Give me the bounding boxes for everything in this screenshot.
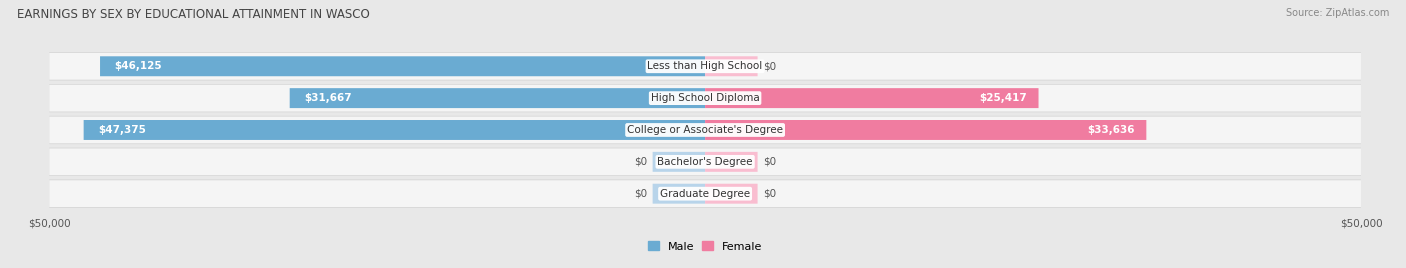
Text: $33,636: $33,636: [1087, 125, 1135, 135]
FancyBboxPatch shape: [49, 117, 1361, 143]
Text: Graduate Degree: Graduate Degree: [659, 189, 751, 199]
FancyBboxPatch shape: [704, 184, 758, 204]
FancyBboxPatch shape: [652, 152, 706, 172]
FancyBboxPatch shape: [100, 56, 706, 76]
FancyBboxPatch shape: [704, 56, 758, 76]
FancyBboxPatch shape: [49, 84, 1361, 112]
Text: $25,417: $25,417: [979, 93, 1026, 103]
FancyBboxPatch shape: [49, 52, 1361, 80]
Text: Source: ZipAtlas.com: Source: ZipAtlas.com: [1285, 8, 1389, 18]
Text: Bachelor's Degree: Bachelor's Degree: [658, 157, 752, 167]
FancyBboxPatch shape: [49, 148, 1361, 175]
Text: $46,125: $46,125: [114, 61, 162, 71]
Text: EARNINGS BY SEX BY EDUCATIONAL ATTAINMENT IN WASCO: EARNINGS BY SEX BY EDUCATIONAL ATTAINMEN…: [17, 8, 370, 21]
Text: $0: $0: [763, 61, 776, 71]
FancyBboxPatch shape: [49, 148, 1361, 176]
FancyBboxPatch shape: [290, 88, 706, 108]
Text: Less than High School: Less than High School: [648, 61, 762, 71]
FancyBboxPatch shape: [704, 120, 1146, 140]
Text: $31,667: $31,667: [304, 93, 352, 103]
FancyBboxPatch shape: [49, 180, 1361, 208]
Text: $47,375: $47,375: [98, 125, 146, 135]
Text: $0: $0: [634, 189, 647, 199]
FancyBboxPatch shape: [652, 184, 706, 204]
Legend: Male, Female: Male, Female: [644, 237, 766, 256]
Text: $0: $0: [763, 189, 776, 199]
Text: $0: $0: [634, 157, 647, 167]
Text: College or Associate's Degree: College or Associate's Degree: [627, 125, 783, 135]
FancyBboxPatch shape: [49, 53, 1361, 80]
FancyBboxPatch shape: [49, 116, 1361, 144]
FancyBboxPatch shape: [704, 88, 1039, 108]
FancyBboxPatch shape: [49, 85, 1361, 111]
FancyBboxPatch shape: [49, 180, 1361, 207]
FancyBboxPatch shape: [83, 120, 706, 140]
Text: $0: $0: [763, 157, 776, 167]
Text: High School Diploma: High School Diploma: [651, 93, 759, 103]
FancyBboxPatch shape: [704, 152, 758, 172]
